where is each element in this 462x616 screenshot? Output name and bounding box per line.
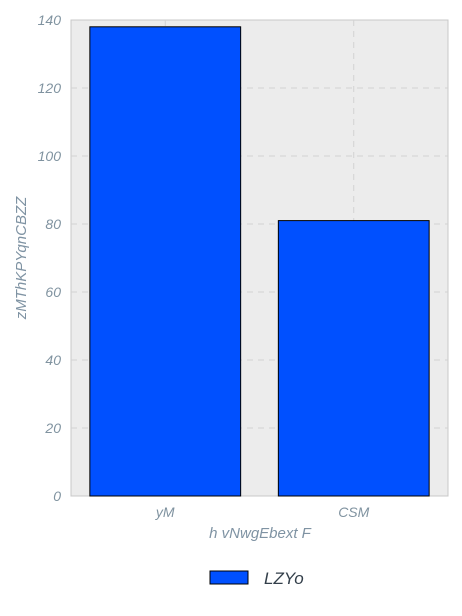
y-axis-label: zMThKPYqnCBZZ [13, 196, 30, 320]
x-tick-label: CSM [338, 504, 369, 520]
y-tick-label: 140 [38, 12, 62, 28]
y-tick-label: 60 [45, 284, 61, 300]
x-axis-ticks: yM CSM [155, 504, 370, 520]
legend: LZYo [209, 569, 304, 588]
legend-swatch [209, 570, 249, 585]
y-tick-label: 40 [45, 352, 61, 368]
x-axis-label: h vNwgEbext F [209, 525, 312, 542]
y-tick-label: 20 [44, 420, 61, 436]
x-tick-label: yM [155, 504, 175, 520]
y-tick-label: 120 [38, 80, 62, 96]
y-tick-label: 100 [38, 148, 62, 164]
bar [277, 220, 430, 497]
legend-label: LZYo [264, 569, 304, 588]
bar [89, 26, 242, 497]
y-tick-label: 80 [45, 216, 61, 232]
bar-series [89, 26, 430, 497]
y-axis-ticks: 0 20 40 60 80 100 120 140 [38, 12, 62, 504]
y-tick-label: 0 [53, 488, 61, 504]
